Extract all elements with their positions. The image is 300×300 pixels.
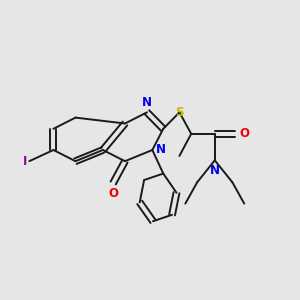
Text: O: O <box>239 127 249 140</box>
Text: O: O <box>108 188 118 200</box>
Text: N: N <box>156 143 166 157</box>
Text: I: I <box>22 155 27 168</box>
Text: S: S <box>175 106 184 119</box>
Text: N: N <box>142 96 152 109</box>
Text: N: N <box>210 164 220 177</box>
